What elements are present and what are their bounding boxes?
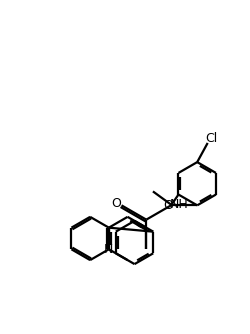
Text: NH: NH [169,198,188,211]
Text: N: N [104,243,114,256]
Text: O: O [163,199,173,212]
Text: O: O [111,197,121,210]
Text: Cl: Cl [205,132,217,145]
